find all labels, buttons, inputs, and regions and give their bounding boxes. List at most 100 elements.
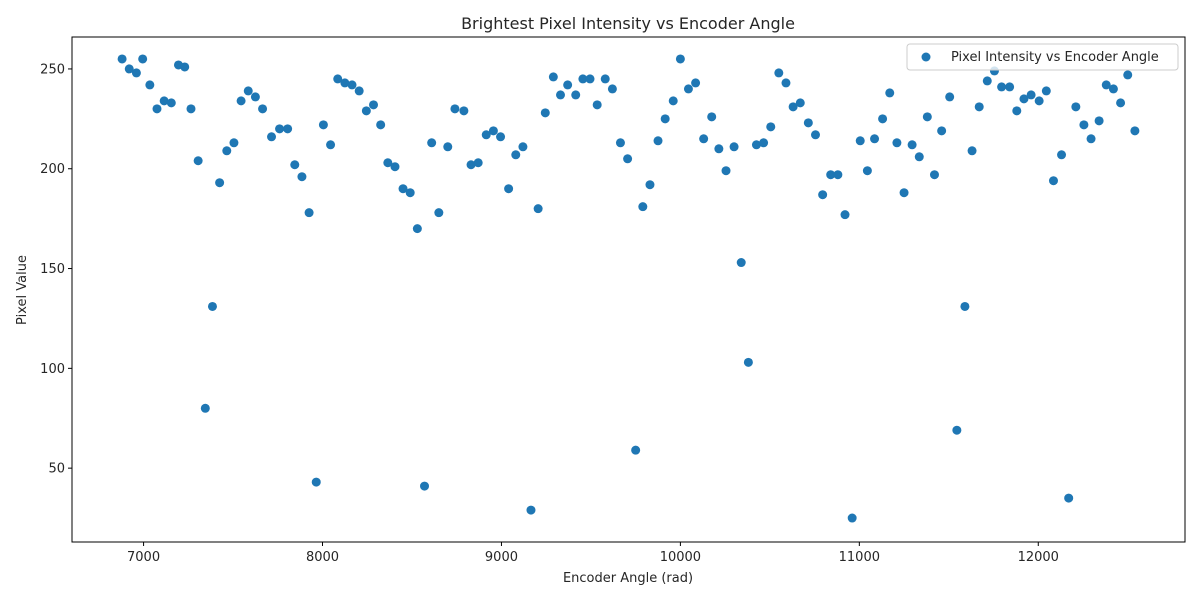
data-point xyxy=(398,184,408,194)
data-point xyxy=(721,166,731,176)
data-point xyxy=(504,184,514,194)
data-point xyxy=(645,180,655,190)
plot-frame xyxy=(71,36,1186,543)
data-point xyxy=(333,74,343,84)
data-point xyxy=(788,102,798,112)
plot-area xyxy=(117,54,1140,523)
data-point xyxy=(496,132,506,142)
data-point xyxy=(1034,96,1044,106)
data-point xyxy=(152,104,162,114)
data-point xyxy=(318,120,328,130)
data-point xyxy=(563,80,573,90)
data-point xyxy=(743,357,753,367)
data-point xyxy=(405,188,415,198)
chart-title: Brightest Pixel Intensity vs Encoder Ang… xyxy=(461,14,795,33)
data-point xyxy=(967,146,977,156)
data-point xyxy=(459,106,469,116)
data-point xyxy=(450,104,460,114)
x-axis-label: Encoder Angle (rad) xyxy=(563,571,693,586)
data-point xyxy=(434,208,444,218)
data-point xyxy=(1019,94,1029,104)
data-point xyxy=(275,124,285,134)
data-point xyxy=(578,74,588,84)
data-point xyxy=(847,513,857,523)
data-point xyxy=(200,403,210,413)
data-point xyxy=(751,140,761,150)
data-point xyxy=(937,126,947,136)
y-tick-label: 100 xyxy=(40,362,65,377)
data-point xyxy=(376,120,386,130)
data-point xyxy=(960,301,970,311)
data-point xyxy=(826,170,836,180)
data-point xyxy=(390,162,400,172)
data-point xyxy=(907,140,917,150)
data-point xyxy=(1026,90,1036,100)
data-point xyxy=(215,178,225,188)
data-point xyxy=(443,142,453,152)
data-point xyxy=(1005,82,1015,92)
data-point xyxy=(145,80,155,90)
data-point xyxy=(736,258,746,268)
data-point xyxy=(885,88,895,98)
data-point xyxy=(193,156,203,166)
data-point xyxy=(427,138,437,148)
data-point xyxy=(592,100,602,110)
data-point xyxy=(186,104,196,114)
data-point xyxy=(556,90,566,100)
data-point xyxy=(250,92,260,102)
legend-marker xyxy=(921,52,931,62)
data-point xyxy=(615,138,625,148)
data-point xyxy=(180,62,190,72)
data-point xyxy=(766,122,776,132)
data-point xyxy=(533,204,543,214)
data-point xyxy=(159,96,169,106)
data-point xyxy=(207,301,217,311)
data-point xyxy=(945,92,955,102)
data-point xyxy=(383,158,393,168)
data-point xyxy=(420,481,430,491)
data-point xyxy=(892,138,902,148)
y-tick-label: 150 xyxy=(40,262,65,277)
data-point xyxy=(1048,176,1058,186)
x-axis: 7000 8000 9000 10000 11000 12000 xyxy=(127,542,1059,565)
data-point xyxy=(1094,116,1104,126)
data-point xyxy=(795,98,805,108)
data-point xyxy=(117,54,127,64)
data-point xyxy=(258,104,268,114)
data-point xyxy=(600,74,610,84)
data-point xyxy=(683,84,693,94)
data-point xyxy=(1064,493,1074,503)
data-point xyxy=(488,126,498,136)
data-point xyxy=(297,172,307,182)
data-point xyxy=(855,136,865,146)
data-point xyxy=(236,96,246,106)
data-point xyxy=(653,136,663,146)
x-tick-label: 7000 xyxy=(127,550,160,565)
data-point xyxy=(870,134,880,144)
data-point xyxy=(166,98,176,108)
data-point xyxy=(466,160,476,170)
data-point xyxy=(699,134,709,144)
data-point xyxy=(878,114,888,124)
data-point xyxy=(974,102,984,112)
x-tick-label: 8000 xyxy=(306,550,339,565)
y-tick-label: 200 xyxy=(40,162,65,177)
data-point xyxy=(124,64,134,74)
data-point xyxy=(138,54,148,64)
data-point xyxy=(131,68,141,78)
data-point xyxy=(631,445,641,455)
data-point xyxy=(729,142,739,152)
data-point xyxy=(660,114,670,124)
y-tick-label: 50 xyxy=(48,462,65,477)
data-point xyxy=(833,170,843,180)
data-point xyxy=(267,132,277,142)
data-point xyxy=(540,108,550,118)
data-point xyxy=(623,154,633,164)
x-tick-label: 12000 xyxy=(1018,550,1059,565)
data-point xyxy=(759,138,769,148)
data-point xyxy=(1057,150,1067,160)
data-point xyxy=(518,142,528,152)
x-tick-label: 11000 xyxy=(839,550,880,565)
data-point xyxy=(473,158,483,168)
